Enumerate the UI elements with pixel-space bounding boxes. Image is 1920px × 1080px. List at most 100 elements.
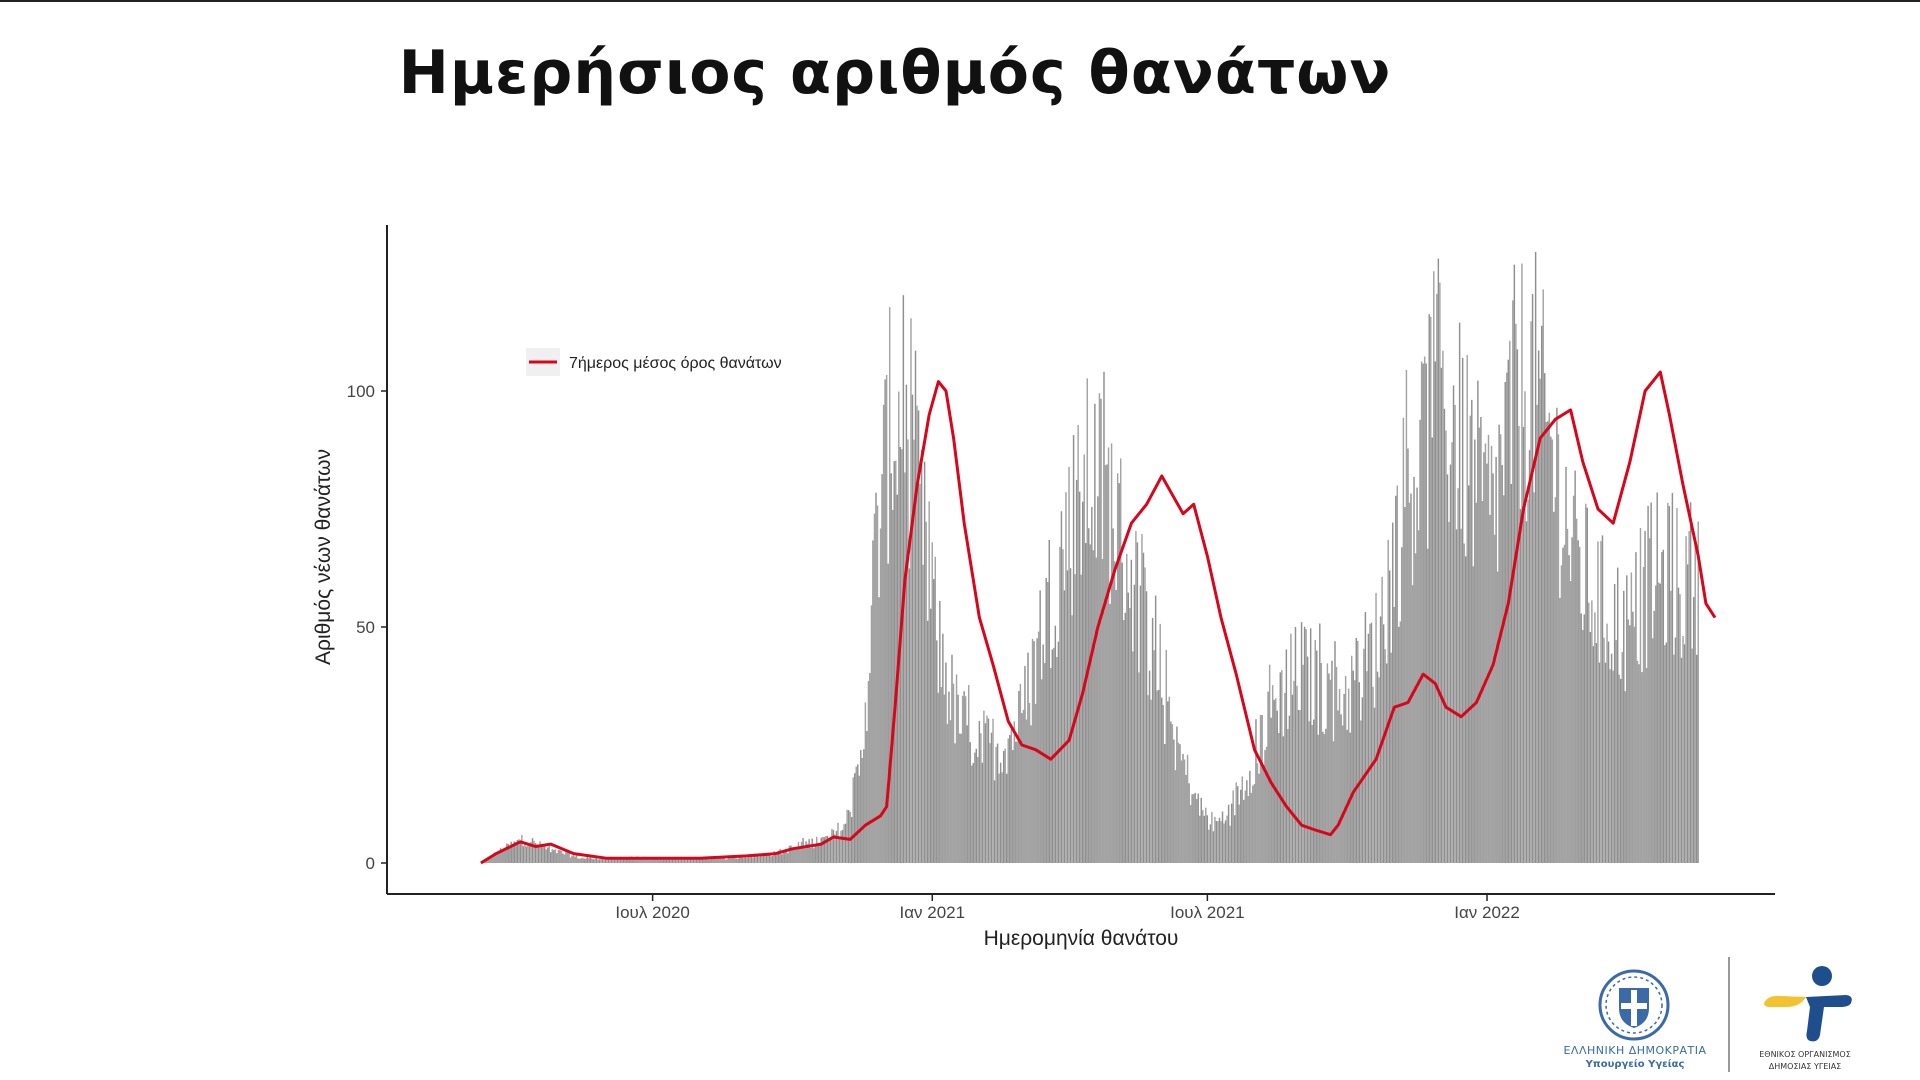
daily-death-bar [1402, 417, 1405, 863]
daily-death-bar [1566, 528, 1569, 863]
daily-death-bar [1183, 759, 1186, 863]
daily-death-bar [764, 853, 766, 863]
daily-death-bar [1591, 600, 1593, 863]
daily-death-bar [1031, 638, 1034, 863]
daily-death-bar [1217, 821, 1219, 863]
daily-death-bar [756, 855, 759, 863]
daily-death-bar [797, 841, 800, 863]
daily-death-bar [911, 394, 914, 863]
daily-death-bar [1495, 457, 1497, 863]
daily-death-bar [565, 852, 567, 863]
daily-death-bar [1275, 698, 1277, 863]
daily-death-bar [624, 858, 626, 863]
daily-death-bar [1297, 709, 1300, 863]
daily-death-bar [1364, 612, 1367, 863]
daily-death-bar [1650, 502, 1652, 863]
daily-death-bar [1506, 372, 1508, 863]
daily-death-bar [1147, 695, 1149, 863]
daily-death-bar [1337, 710, 1339, 863]
seven-day-average-line [480, 370, 1717, 865]
daily-death-bar [1060, 511, 1063, 863]
daily-death-bar [668, 859, 671, 863]
daily-death-bar [1656, 492, 1658, 863]
daily-death-bar [998, 773, 1000, 863]
daily-death-bar [879, 528, 882, 863]
daily-death-bar [778, 850, 780, 863]
y-ticks: 0 50 100 [347, 382, 387, 873]
daily-death-bar [1325, 728, 1327, 863]
daily-death-bar [1056, 656, 1058, 863]
daily-death-bar [993, 780, 996, 863]
daily-death-bar [1420, 361, 1423, 863]
daily-death-bar [1644, 531, 1646, 863]
daily-death-bar [698, 856, 701, 863]
daily-death-bar [527, 843, 529, 863]
daily-death-bar [1471, 399, 1473, 863]
daily-death-bar [1502, 495, 1505, 863]
daily-death-bar [1197, 793, 1199, 863]
logo-footer: ΕΛΛΗΝΙΚΗ ΔΗΜΟΚΡΑΤΙΑ Υπουργείο Υγείας ΕΘΝ… [1540, 955, 1870, 1075]
daily-death-bar [954, 743, 956, 863]
daily-death-bar [972, 763, 974, 863]
daily-death-bar [714, 856, 716, 863]
daily-death-bar [1639, 528, 1642, 863]
daily-death-bar [1399, 621, 1402, 863]
daily-death-bar [1586, 507, 1589, 863]
daily-death-bar [1405, 369, 1408, 863]
daily-death-bar [989, 743, 991, 863]
daily-death-bar [999, 762, 1002, 863]
daily-death-bar [1007, 738, 1009, 863]
daily-death-bar [1425, 363, 1427, 863]
daily-death-bar [1194, 792, 1196, 863]
daily-death-bar [551, 848, 553, 863]
daily-death-bar [1490, 445, 1493, 863]
daily-death-bar [1486, 463, 1488, 863]
daily-death-bar [589, 857, 591, 863]
daily-death-bar [794, 847, 797, 863]
daily-death-bar [943, 694, 946, 863]
daily-death-bar [1600, 541, 1602, 863]
daily-death-bar [513, 841, 515, 863]
daily-death-bar [1560, 565, 1563, 863]
daily-death-bar [887, 563, 889, 863]
daily-death-bar [1626, 575, 1628, 863]
daily-death-bar [522, 846, 525, 863]
daily-death-bar [1335, 666, 1338, 863]
daily-death-bar [1085, 542, 1087, 863]
daily-death-bar [773, 851, 775, 863]
eody-caption-line1: ΕΘΝΙΚΟΣ ΟΡΓΑΝΙΣΜΟΣ [1759, 1050, 1851, 1059]
x-tick-label: Ιουλ 2021 [1170, 903, 1245, 922]
daily-death-bar [931, 542, 933, 863]
daily-death-bar [1156, 690, 1158, 863]
daily-death-bar [1629, 625, 1631, 863]
daily-death-bar [913, 439, 915, 863]
daily-death-bar [705, 857, 707, 863]
daily-death-bar [1641, 672, 1643, 863]
daily-death-bar [1185, 774, 1187, 863]
daily-death-bar [1107, 447, 1110, 863]
daily-death-bar [1382, 624, 1385, 863]
daily-death-bar [1326, 663, 1329, 863]
daily-death-bar [563, 854, 566, 863]
daily-death-bar [749, 857, 751, 863]
daily-death-bar [1081, 501, 1084, 863]
daily-death-bar [925, 521, 927, 863]
daily-death-bar [1457, 488, 1459, 863]
daily-death-bar [1113, 561, 1116, 863]
daily-death-bar [1015, 741, 1017, 863]
daily-death-bar [597, 859, 599, 863]
daily-death-bar [695, 857, 698, 863]
daily-death-bar [986, 715, 988, 863]
daily-death-bar [837, 822, 839, 863]
daily-death-bar [1522, 426, 1525, 863]
daily-death-bar [858, 775, 860, 863]
daily-death-bar [1664, 645, 1666, 863]
daily-death-bar [1477, 380, 1479, 863]
daily-death-bar [706, 858, 709, 863]
daily-death-bar [1398, 626, 1400, 863]
daily-death-bar [613, 857, 616, 863]
daily-death-bar [893, 461, 895, 863]
daily-death-bar [560, 850, 563, 863]
daily-death-bar [1265, 746, 1268, 863]
daily-death-bar [981, 762, 984, 863]
